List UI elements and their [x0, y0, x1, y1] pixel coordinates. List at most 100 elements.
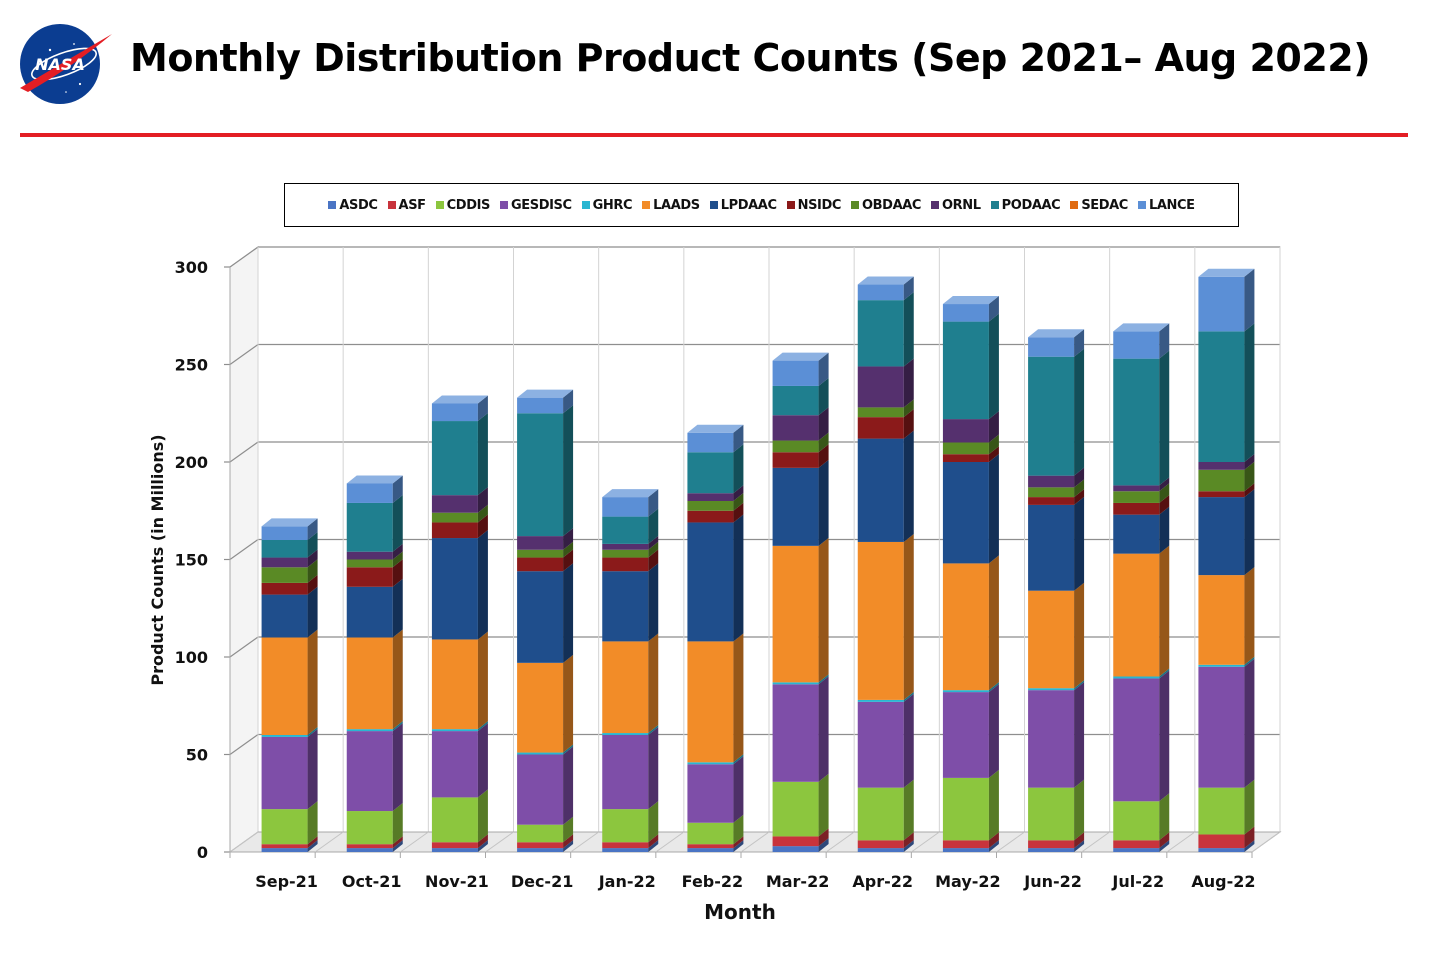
x-tick-label: Jun-22 [1023, 872, 1082, 891]
x-tick-label: Dec-21 [511, 872, 574, 891]
bar-side-face [1074, 682, 1085, 788]
bar-side-face [307, 629, 318, 735]
bar-side-face [903, 693, 914, 788]
bar-segment-podaac [431, 413, 488, 496]
bar-front-face [942, 840, 989, 849]
nasa-logo-text: NASA [35, 55, 85, 74]
bar-front-face [261, 567, 308, 583]
bar-segment-ghrc [1113, 668, 1170, 679]
bar-side-face [1159, 483, 1170, 503]
legend-swatch [581, 201, 590, 209]
bar-side-face [563, 816, 574, 843]
bar-side-face [1159, 323, 1170, 359]
bar-segment-lance [431, 395, 488, 422]
bar-side-face [1074, 840, 1085, 852]
bar-side-face [307, 559, 318, 583]
nasa-logo-icon: NASA [20, 24, 112, 104]
bar-front-face [431, 842, 478, 849]
bar-side-face [648, 563, 659, 642]
bar-segment-asf [1113, 832, 1170, 849]
bar-side-face [1074, 489, 1085, 505]
bar-segment-gesdisc [261, 728, 318, 810]
bar-front-face [431, 538, 478, 640]
bar-side-face [307, 532, 318, 558]
bar-segment-nsidc [772, 444, 829, 468]
bar-stack-apr-22 [857, 276, 914, 852]
bar-front-face [346, 731, 393, 812]
bar-front-face [602, 543, 649, 550]
bar-segment-lance [346, 475, 403, 503]
bar-front-face [431, 403, 478, 422]
bar-side-face [1159, 832, 1170, 849]
bar-side-face [733, 493, 744, 511]
y-tick-label: 200 [175, 453, 208, 472]
floor-division [911, 831, 940, 853]
bar-segment-asdc [772, 838, 829, 852]
y-tick-label: 0 [197, 843, 208, 862]
bar-segment-asdc [1198, 840, 1255, 852]
floor-division [740, 831, 770, 853]
bar-segment-gesdisc [1198, 658, 1255, 788]
bar-segment-ghrc [1028, 680, 1085, 691]
bar-front-face [517, 824, 564, 843]
legend-item-lpdaac: LPDAAC [709, 198, 777, 213]
bar-segment-asf [346, 836, 403, 849]
bar-side-face [1074, 329, 1085, 357]
bar-front-face [517, 549, 564, 558]
bar-segment-asf [1198, 826, 1255, 849]
bar-front-face [942, 304, 989, 322]
y-tick-label: 150 [175, 551, 208, 570]
bar-front-face [261, 526, 308, 540]
bar-side-face [1159, 506, 1170, 554]
bar-front-face [346, 729, 393, 732]
bar-front-face [772, 452, 819, 468]
bar-segment-laads [687, 633, 744, 763]
bar-side-face [1244, 779, 1255, 835]
bar-segment-lpdaac [1113, 506, 1170, 554]
bar-segment-laads [772, 537, 829, 683]
bar-side-face [648, 801, 659, 843]
bar-front-face [602, 735, 649, 810]
legend-label: ASF [398, 197, 427, 213]
bar-front-face [1028, 337, 1075, 357]
bar-front-face [602, 571, 649, 642]
bar-stack-jan-22 [602, 489, 659, 852]
floor-division [655, 831, 685, 853]
bar-front-face [1113, 848, 1160, 852]
bar-front-face [346, 551, 393, 560]
legend-item-podaac: PODAAC [990, 197, 1061, 213]
bar-side-face [1074, 582, 1085, 689]
bar-side-face [392, 494, 403, 552]
bar-front-face [261, 594, 308, 638]
bar-front-face [1113, 358, 1160, 486]
bar-side-face [648, 727, 659, 810]
bar-segment-podaac [772, 377, 829, 416]
x-axis-title: Month [704, 900, 776, 924]
bar-segment-ornl [261, 549, 318, 568]
bar-segment-ornl [1113, 477, 1170, 492]
x-tick-label: Nov-21 [425, 872, 489, 891]
bar-top-face [261, 518, 318, 527]
bar-segment-laads [602, 633, 659, 734]
bar-front-face [942, 321, 989, 420]
bar-side-face [1244, 461, 1255, 492]
legend-item-nsidc: NSIDC [786, 198, 841, 213]
bar-front-face [1028, 787, 1075, 841]
bar-front-face [1113, 502, 1160, 515]
bar-side-face [563, 389, 574, 414]
bar-segment-cddis [857, 779, 914, 841]
legend-label: PODAAC [1001, 197, 1061, 213]
bar-front-face [687, 510, 734, 523]
bar-segment-ghrc [261, 727, 318, 737]
bar-segment-lance [687, 424, 744, 453]
bar-front-face [772, 360, 819, 386]
bar-side-face [648, 541, 659, 558]
bar-segment-lpdaac [1198, 489, 1255, 576]
x-tick-label: Jan-22 [598, 872, 656, 891]
bar-front-face [857, 407, 904, 418]
bar-side-face [818, 459, 829, 546]
bar-side-face [307, 840, 318, 852]
bar-segment-asf [772, 828, 829, 847]
bar-segment-nsidc [261, 574, 318, 595]
floor-division [1081, 831, 1110, 853]
